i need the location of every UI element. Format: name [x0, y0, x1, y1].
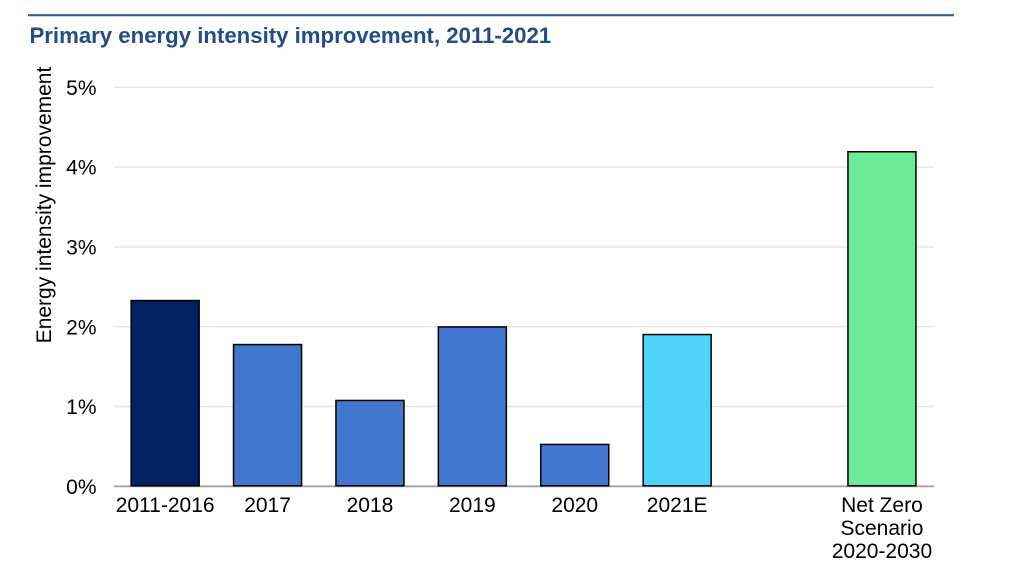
- svg-text:2011-2016: 2011-2016: [116, 494, 215, 517]
- svg-text:2020: 2020: [551, 494, 598, 517]
- svg-text:4%: 4%: [66, 157, 96, 180]
- svg-text:2019: 2019: [449, 494, 496, 517]
- svg-text:Energy intensity improvement: Energy intensity improvement: [33, 67, 56, 344]
- svg-text:Net Zero: Net Zero: [841, 494, 923, 517]
- svg-text:1%: 1%: [66, 396, 96, 419]
- svg-text:2021E: 2021E: [647, 494, 708, 517]
- svg-text:5%: 5%: [66, 77, 96, 100]
- svg-text:Primary energy intensity impro: Primary energy intensity improvement, 20…: [30, 23, 552, 48]
- svg-text:2017: 2017: [244, 494, 291, 517]
- svg-text:2018: 2018: [347, 494, 394, 517]
- svg-text:2%: 2%: [66, 316, 96, 339]
- svg-text:0%: 0%: [66, 476, 96, 499]
- svg-text:3%: 3%: [66, 237, 96, 260]
- svg-text:Scenario: Scenario: [841, 517, 924, 540]
- svg-text:2020-2030: 2020-2030: [832, 540, 932, 563]
